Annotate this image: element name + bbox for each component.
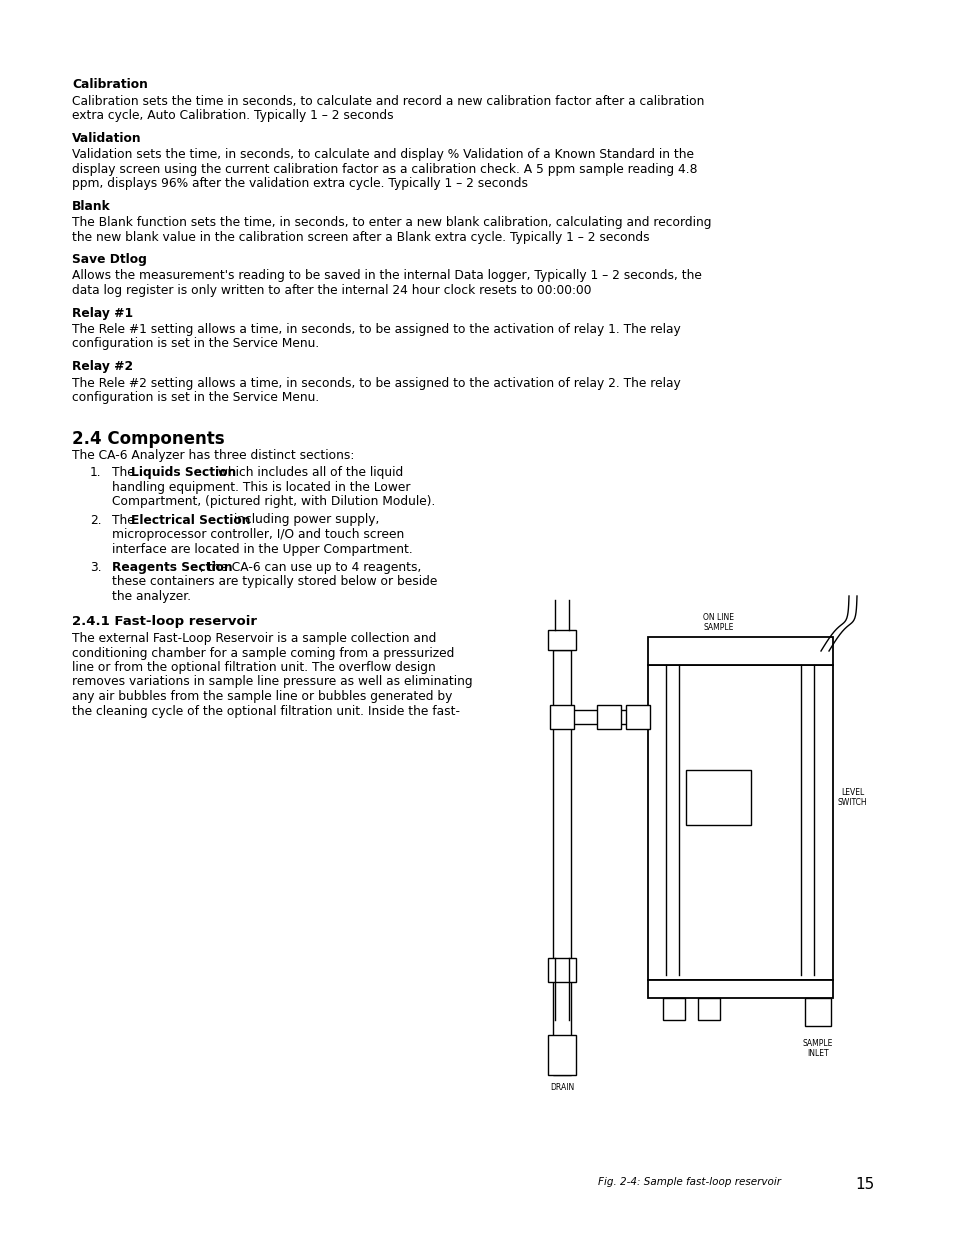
Text: The Blank function sets the time, in seconds, to enter a new blank calibration, : The Blank function sets the time, in sec…: [71, 216, 711, 228]
Text: 2.: 2.: [90, 514, 102, 526]
Text: 2.4.1 Fast-loop reservoir: 2.4.1 Fast-loop reservoir: [71, 615, 256, 627]
Text: Fig. 2-4: Sample fast-loop reservoir: Fig. 2-4: Sample fast-loop reservoir: [598, 1177, 781, 1187]
Text: Liquids Section: Liquids Section: [132, 466, 236, 479]
Text: Save Dtlog: Save Dtlog: [71, 253, 147, 266]
Text: microprocessor controller, I/O and touch screen: microprocessor controller, I/O and touch…: [112, 529, 404, 541]
Text: DRAIN: DRAIN: [549, 1083, 574, 1092]
Text: Allows the measurement's reading to be saved in the internal Data logger, Typica: Allows the measurement's reading to be s…: [71, 269, 701, 283]
Bar: [698, 998, 720, 1020]
Text: these containers are typically stored below or beside: these containers are typically stored be…: [112, 576, 436, 589]
Text: data log register is only written to after the internal 24 hour clock resets to : data log register is only written to aft…: [71, 284, 591, 296]
Bar: [547, 1035, 576, 1074]
Bar: [597, 705, 620, 729]
Text: the analyzer.: the analyzer.: [112, 590, 191, 603]
Bar: [571, 710, 647, 724]
Text: Calibration: Calibration: [71, 78, 148, 91]
Bar: [647, 981, 832, 998]
Text: Blank: Blank: [71, 200, 111, 212]
Text: , the CA-6 can use up to 4 reagents,: , the CA-6 can use up to 4 reagents,: [200, 561, 421, 574]
Text: extra cycle, Auto Calibration. Typically 1 – 2 seconds: extra cycle, Auto Calibration. Typically…: [71, 109, 394, 122]
Bar: [550, 705, 574, 729]
Text: which includes all of the liquid: which includes all of the liquid: [213, 466, 402, 479]
Text: ppm, displays 96% after the validation extra cycle. Typically 1 – 2 seconds: ppm, displays 96% after the validation e…: [71, 177, 527, 190]
Text: ON LINE
SAMPLE: ON LINE SAMPLE: [702, 613, 733, 632]
Text: Compartment, (pictured right, with Dilution Module).: Compartment, (pictured right, with Dilut…: [112, 495, 435, 508]
Text: The: The: [112, 466, 138, 479]
Bar: [647, 637, 832, 664]
Text: Relay #2: Relay #2: [71, 359, 133, 373]
Text: 15: 15: [855, 1177, 874, 1192]
Text: Validation sets the time, in seconds, to calculate and display % Validation of a: Validation sets the time, in seconds, to…: [71, 148, 693, 161]
Text: configuration is set in the Service Menu.: configuration is set in the Service Menu…: [71, 391, 319, 404]
Text: The Rele #1 setting allows a time, in seconds, to be assigned to the activation : The Rele #1 setting allows a time, in se…: [71, 324, 680, 336]
Text: The Rele #2 setting allows a time, in seconds, to be assigned to the activation : The Rele #2 setting allows a time, in se…: [71, 377, 680, 389]
Bar: [625, 705, 649, 729]
Bar: [547, 630, 576, 650]
Text: the cleaning cycle of the optional filtration unit. Inside the fast-: the cleaning cycle of the optional filtr…: [71, 704, 459, 718]
Text: Electrical Section: Electrical Section: [132, 514, 251, 526]
Text: interface are located in the Upper Compartment.: interface are located in the Upper Compa…: [112, 542, 413, 556]
Text: configuration is set in the Service Menu.: configuration is set in the Service Menu…: [71, 337, 319, 351]
Bar: [647, 664, 832, 981]
Text: conditioning chamber for a sample coming from a pressurized: conditioning chamber for a sample coming…: [71, 646, 454, 659]
Text: Validation: Validation: [71, 131, 141, 144]
Bar: [685, 769, 750, 825]
Bar: [547, 958, 576, 982]
Bar: [804, 998, 830, 1026]
Text: the new blank value in the calibration screen after a Blank extra cycle. Typical: the new blank value in the calibration s…: [71, 231, 649, 243]
Text: any air bubbles from the sample line or bubbles generated by: any air bubbles from the sample line or …: [71, 690, 452, 703]
Text: SAMPLE
INLET: SAMPLE INLET: [802, 1039, 832, 1058]
Text: handling equipment. This is located in the Lower: handling equipment. This is located in t…: [112, 480, 410, 494]
Text: 1.: 1.: [90, 466, 102, 479]
Text: Reagents Section: Reagents Section: [112, 561, 233, 574]
Text: The: The: [112, 514, 138, 526]
Text: LEVEL
SWITCH: LEVEL SWITCH: [837, 788, 866, 808]
Text: 3.: 3.: [90, 561, 102, 574]
Text: including power supply,: including power supply,: [230, 514, 379, 526]
Bar: [662, 998, 684, 1020]
Text: display screen using the current calibration factor as a calibration check. A 5 : display screen using the current calibra…: [71, 163, 697, 175]
Text: Relay #1: Relay #1: [71, 306, 133, 320]
Text: removes variations in sample line pressure as well as eliminating: removes variations in sample line pressu…: [71, 676, 472, 688]
Text: The CA-6 Analyzer has three distinct sections:: The CA-6 Analyzer has three distinct sec…: [71, 450, 354, 462]
Text: Calibration sets the time in seconds, to calculate and record a new calibration : Calibration sets the time in seconds, to…: [71, 95, 703, 107]
Text: The external Fast-Loop Reservoir is a sample collection and: The external Fast-Loop Reservoir is a sa…: [71, 632, 436, 645]
Bar: [553, 650, 571, 1074]
Text: 2.4 Components: 2.4 Components: [71, 430, 224, 447]
Text: line or from the optional filtration unit. The overflow design: line or from the optional filtration uni…: [71, 661, 436, 674]
